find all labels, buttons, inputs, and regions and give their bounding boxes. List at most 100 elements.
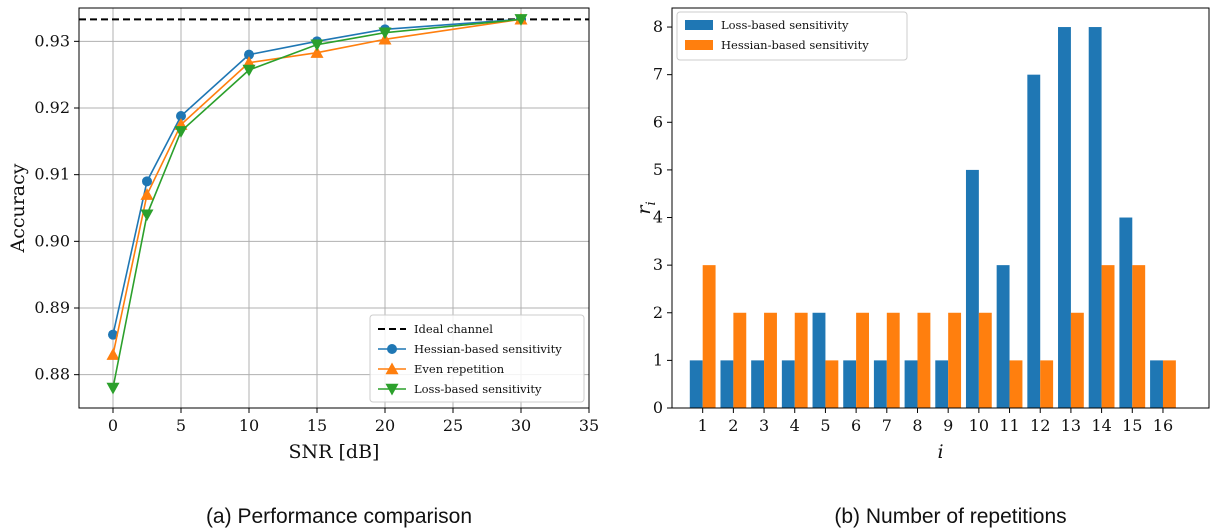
hessian-bar [794,312,808,408]
legend-label: Hessian-based sensitivity [721,38,869,52]
x-tick-label: 4 [790,416,800,435]
loss-bar [1150,360,1163,408]
y-tick-label: 5 [653,160,663,179]
loss-bar [1088,27,1102,409]
data-point [106,348,120,360]
x-tick-label: 11 [999,416,1019,435]
y-tick-label: 7 [653,65,663,84]
loss-bar [843,360,857,408]
legend-box [369,314,585,403]
data-point [244,49,254,60]
x-tick-label: 5 [176,416,186,435]
loss-bar [935,360,949,408]
x-tick-label: 3 [759,416,769,435]
loss-bar [689,360,703,408]
legend-label: Even repetition [414,362,505,376]
hessian-bar [978,312,992,408]
legend-label: Ideal channel [414,322,493,336]
loss-bar [1027,74,1041,409]
x-tick-label: 13 [1061,416,1081,435]
loss-bar [781,360,795,408]
repetitions-y-label-base: r [633,204,655,215]
loss-bar [873,360,887,408]
hessian-bar [1132,265,1146,408]
data-point [140,188,154,200]
hessian-bar [1162,360,1176,408]
x-tick-label: 15 [307,416,327,435]
data-point [310,46,324,58]
x-tick-label: 35 [579,416,599,435]
x-tick-label: 1 [698,416,708,435]
hessian-bar [948,312,962,408]
legend-box [676,11,908,61]
y-tick-label: 0.91 [34,165,70,184]
loss-bar [1119,217,1133,408]
loss-bar [812,312,826,408]
data-point [310,39,324,52]
x-tick-label: 2 [728,416,738,435]
y-tick-label: 2 [653,303,663,322]
legend-label: Loss-based sensitivity [721,18,849,32]
hessian-bar [825,360,839,408]
x-tick-label: 15 [1122,416,1142,435]
y-tick-label: 0.92 [34,98,70,117]
x-tick-label: 5 [820,416,830,435]
accuracy-legend: Ideal channel Hessian-based sensitivity Ev… [369,314,585,403]
hessian-bar [917,312,931,408]
x-tick-label: 6 [851,416,861,435]
data-point [108,329,118,340]
hessian-bar [702,265,716,408]
legend-marker [385,383,399,396]
accuracy-plot-frame [78,7,590,409]
repetitions-legend: Loss-based sensitivity Hessian-based sens… [676,11,908,61]
legend-marker [385,362,399,375]
y-tick-label: 0 [653,398,663,417]
y-tick-label: 0.93 [34,31,70,50]
x-tick-label: 7 [882,416,892,435]
x-tick-label: 20 [375,416,395,435]
loss-bar [965,169,979,408]
repetition-bars [689,27,1176,409]
x-tick-label: 25 [443,416,463,435]
y-tick-label: 4 [653,208,663,227]
hessian-bar [1101,265,1115,408]
data-point [378,27,392,40]
accuracy-ticks: 0 5 10 15 20 25 30 35 0.88 0.89 0.90 0.91 0.92 0.93 [34,31,599,435]
x-tick-label: 9 [943,416,953,435]
y-tick-label: 0.90 [34,231,70,250]
loss-bar [904,360,918,408]
data-point [176,111,186,121]
repetitions-y-label-subscript: i [644,201,659,205]
legend-swatch [685,20,713,30]
legend-marker [387,344,397,354]
x-tick-label: 12 [1030,416,1050,435]
data-point [142,176,152,187]
caption-b: (b) Number of repetitions [834,505,1066,528]
accuracy-chart: 0 5 10 15 20 25 30 35 0.88 0.89 0.90 0.91 0.92 0.93 S… [7,7,599,528]
x-tick-label: 10 [969,416,989,435]
x-tick-label: 0 [108,416,118,435]
hessian-bar [733,312,747,408]
repetitions-y-axis-label: ri [633,201,659,214]
data-point [174,126,188,138]
accuracy-x-axis-label: SNR [dB] [289,441,380,463]
y-tick-label: 8 [653,17,663,36]
hessian-bar [1009,360,1023,408]
caption-a: (a) Performance comparison [206,505,472,528]
y-tick-label: 0.89 [34,298,70,317]
x-tick-label: 14 [1091,416,1111,435]
x-tick-label: 16 [1153,416,1173,435]
hessian-bar [856,312,870,408]
hessian-bar [886,312,900,408]
y-tick-label: 3 [653,255,663,274]
loss-bar [720,360,734,408]
x-tick-label: 30 [511,416,531,435]
data-point [242,64,256,77]
y-tick-label: 1 [653,350,663,369]
y-tick-label: 6 [653,112,663,131]
data-point [140,209,154,222]
loss-bar [751,360,765,408]
accuracy-y-axis-label: Accuracy [7,163,29,253]
